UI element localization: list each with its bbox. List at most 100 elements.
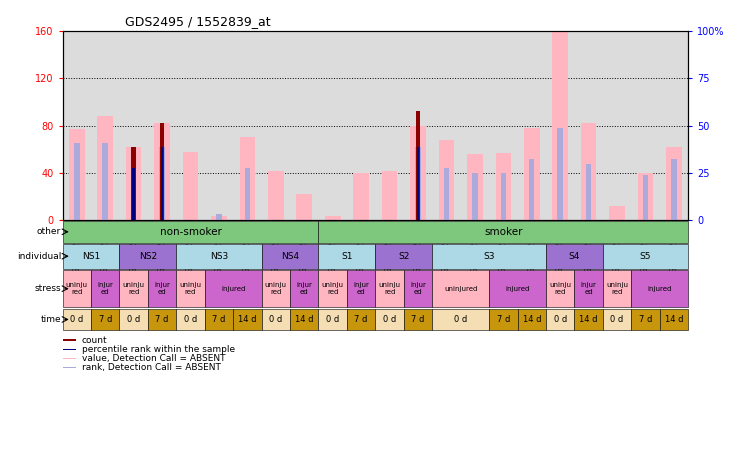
Bar — [177, 309, 205, 330]
Bar — [297, 194, 312, 220]
Text: 0 d: 0 d — [127, 315, 141, 324]
Bar — [444, 168, 449, 220]
Text: 0 d: 0 d — [553, 315, 567, 324]
Text: 14 d: 14 d — [665, 315, 683, 324]
Text: smoker: smoker — [484, 227, 523, 237]
Bar — [404, 270, 432, 307]
Bar — [74, 144, 79, 220]
Text: 0 d: 0 d — [610, 315, 623, 324]
Bar — [131, 170, 136, 220]
Bar — [603, 309, 631, 330]
Bar — [439, 140, 454, 220]
Text: other: other — [37, 228, 61, 236]
Bar — [500, 173, 506, 220]
Bar — [183, 152, 198, 220]
Bar — [603, 270, 631, 307]
Bar — [177, 270, 205, 307]
Text: rank, Detection Call = ABSENT: rank, Detection Call = ABSENT — [82, 363, 221, 372]
Bar — [643, 175, 648, 220]
Bar — [63, 358, 76, 359]
Bar — [161, 147, 163, 220]
Bar — [637, 173, 654, 220]
Text: injur
ed: injur ed — [581, 282, 597, 295]
Bar — [382, 171, 397, 220]
Bar — [69, 129, 85, 220]
Text: 7 d: 7 d — [411, 315, 425, 324]
Bar — [319, 270, 347, 307]
Bar — [347, 270, 375, 307]
Bar — [325, 216, 341, 220]
Text: S2: S2 — [398, 252, 409, 261]
Text: uninju
red: uninju red — [606, 282, 628, 295]
Bar — [97, 116, 113, 220]
Bar — [631, 270, 688, 307]
Bar — [586, 164, 591, 220]
Bar — [63, 244, 119, 269]
Text: uninju
red: uninju red — [180, 282, 202, 295]
Text: uninju
red: uninju red — [123, 282, 145, 295]
Text: 0 d: 0 d — [269, 315, 283, 324]
Bar — [240, 137, 255, 220]
Bar — [353, 173, 369, 220]
Bar — [495, 153, 511, 220]
Bar — [557, 128, 563, 220]
Bar — [415, 147, 421, 220]
Bar — [63, 270, 91, 307]
Bar — [574, 270, 603, 307]
Bar — [546, 244, 603, 269]
Text: 0 d: 0 d — [454, 315, 467, 324]
Bar — [148, 309, 177, 330]
Bar — [155, 123, 170, 220]
Text: injur
ed: injur ed — [410, 282, 426, 295]
Bar — [666, 147, 682, 220]
Bar — [63, 221, 319, 243]
Text: injured: injured — [648, 286, 672, 292]
Bar — [417, 147, 420, 220]
Text: uninju
red: uninju red — [265, 282, 287, 295]
Text: uninjured: uninjured — [444, 286, 478, 292]
Text: injur
ed: injur ed — [97, 282, 113, 295]
Bar — [261, 244, 319, 269]
Bar — [319, 244, 375, 269]
Text: 0 d: 0 d — [70, 315, 83, 324]
Bar — [132, 147, 136, 220]
Bar — [126, 147, 141, 220]
Bar — [160, 123, 164, 220]
Text: uninju
red: uninju red — [66, 282, 88, 295]
Bar — [290, 309, 319, 330]
Bar — [216, 215, 222, 220]
Bar — [119, 244, 177, 269]
Text: S3: S3 — [484, 252, 495, 261]
Text: NS4: NS4 — [281, 252, 299, 261]
Text: 0 d: 0 d — [184, 315, 197, 324]
Text: 7 d: 7 d — [497, 315, 510, 324]
Text: individual: individual — [17, 252, 61, 261]
Bar — [375, 270, 404, 307]
Text: uninju
red: uninju red — [322, 282, 344, 295]
Bar — [244, 168, 250, 220]
Text: NS1: NS1 — [82, 252, 100, 261]
Bar — [603, 244, 688, 269]
Text: 7 d: 7 d — [155, 315, 169, 324]
Text: 0 d: 0 d — [383, 315, 396, 324]
Text: injured: injured — [506, 286, 530, 292]
Bar — [233, 309, 261, 330]
Bar — [63, 348, 76, 350]
Bar — [546, 309, 574, 330]
Bar — [410, 126, 426, 220]
Bar — [581, 123, 596, 220]
Bar — [574, 309, 603, 330]
Bar — [268, 171, 283, 220]
Bar — [132, 168, 135, 220]
Bar — [631, 309, 659, 330]
Bar — [261, 270, 290, 307]
Text: stress: stress — [35, 284, 61, 293]
Bar — [432, 270, 489, 307]
Text: uninju
red: uninju red — [378, 282, 400, 295]
Text: injur
ed: injur ed — [353, 282, 369, 295]
Bar — [205, 309, 233, 330]
Bar — [205, 270, 261, 307]
Text: 7 d: 7 d — [355, 315, 368, 324]
Bar — [375, 244, 432, 269]
Text: NS3: NS3 — [210, 252, 228, 261]
